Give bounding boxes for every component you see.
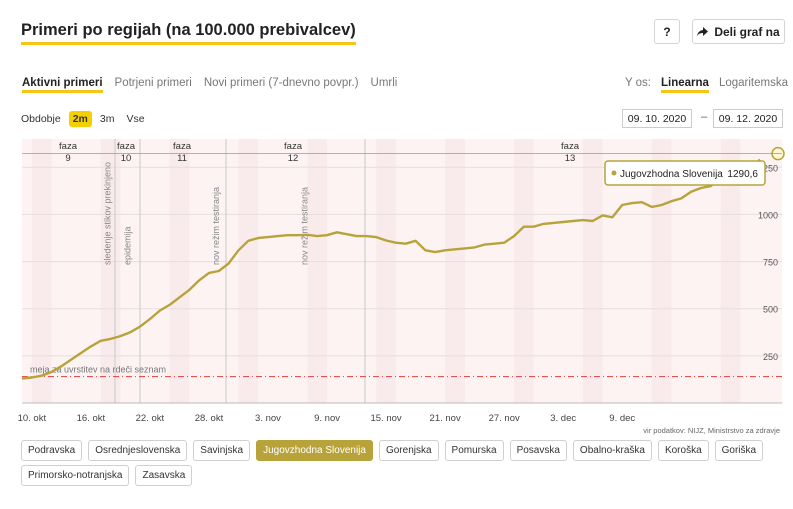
- region-button[interactable]: Pomurska: [444, 440, 504, 461]
- x-tick-label: 21. nov: [430, 413, 461, 424]
- tooltip-marker: [611, 170, 617, 176]
- x-tick-label: 9. nov: [314, 413, 340, 424]
- phase-label-top: faza: [117, 141, 136, 152]
- y-tick-label: 500: [763, 305, 778, 315]
- tooltip-label: Jugovzhodna Slovenija: [620, 169, 723, 180]
- region-button[interactable]: Osrednjeslovenska: [88, 440, 188, 461]
- threshold-label: meja za uvrstitev na rdeči seznam: [30, 365, 166, 375]
- page-title: Primeri po regijah (na 100.000 prebivalc…: [21, 21, 356, 45]
- tab-new-cases[interactable]: Novi primeri (7-dnevno povpr.): [203, 77, 359, 89]
- y-tick-label: 1250: [758, 163, 778, 173]
- date-from-input[interactable]: 09. 10. 2020: [622, 109, 692, 128]
- x-tick-label: 22. okt: [136, 413, 165, 424]
- y-tick-label: 1000: [758, 210, 778, 220]
- phase-label-top: faza: [173, 141, 192, 152]
- y-axis-label: Y os:: [625, 77, 651, 89]
- phase-label-number: 10: [121, 153, 132, 164]
- x-tick-label: 3. dec: [550, 413, 576, 424]
- phase-label-top: faza: [561, 141, 580, 152]
- line-chart: 25050075010001250faza9faza10faza11faza12…: [18, 139, 785, 435]
- period-all-button[interactable]: Vse: [126, 113, 145, 125]
- period-3m-button[interactable]: 3m: [99, 113, 115, 125]
- phase-label-number: 13: [565, 153, 576, 164]
- region-button-active[interactable]: Jugovzhodna Slovenija: [256, 440, 373, 461]
- event-label: nov režim testiranja: [211, 187, 221, 265]
- phase-label-number: 9: [65, 153, 70, 164]
- region-button[interactable]: Gorenjska: [378, 440, 439, 461]
- y-tick-label: 250: [763, 352, 778, 362]
- tooltip-value: 1290,6: [727, 169, 758, 180]
- tab-confirmed-cases[interactable]: Potrjeni primeri: [114, 77, 192, 89]
- event-label: nov režim testiranja: [300, 187, 310, 265]
- date-separator: –: [701, 111, 708, 123]
- region-button[interactable]: Podravska: [21, 440, 83, 461]
- phase-label-number: 12: [288, 153, 299, 164]
- x-tick-label: 9. dec: [609, 413, 635, 424]
- period-label: Obdobje: [21, 113, 61, 125]
- region-button[interactable]: Primorsko-notranjska: [21, 465, 130, 486]
- share-button[interactable]: Deli graf na: [692, 19, 785, 44]
- period-selector: Obdobje 2m 3m Vse: [21, 111, 149, 127]
- x-tick-label: 27. nov: [489, 413, 520, 424]
- x-tick-label: 3. nov: [255, 413, 281, 424]
- date-to-input[interactable]: 09. 12. 2020: [713, 109, 783, 128]
- region-button[interactable]: Obalno-kraška: [572, 440, 652, 461]
- phase-label-number: 11: [177, 153, 187, 164]
- region-button[interactable]: Savinjska: [193, 440, 251, 461]
- y-axis-switch: Y os: Linearna Logaritemska: [625, 77, 788, 93]
- tab-deaths[interactable]: Umrli: [370, 77, 398, 89]
- period-2m-button[interactable]: 2m: [68, 111, 92, 127]
- share-arrow-icon: [697, 26, 709, 36]
- phase-label-top: faza: [59, 141, 78, 152]
- region-filter: Podravska Osrednjeslovenska Savinjska Ju…: [21, 440, 781, 486]
- metric-tabs: Aktivni primeri Potrjeni primeri Novi pr…: [22, 77, 397, 93]
- tooltip-box: [604, 160, 766, 186]
- page-title-wrap: Primeri po regijah (na 100.000 prebivalc…: [21, 21, 356, 45]
- event-label: epidemija: [122, 226, 132, 265]
- x-tick-label: 16. okt: [77, 413, 106, 424]
- x-tick-label: 28. okt: [195, 413, 224, 424]
- region-button[interactable]: Posavska: [509, 440, 567, 461]
- x-tick-label: 15. nov: [370, 413, 401, 424]
- share-button-label: Deli graf na: [714, 24, 780, 39]
- event-label: sledenje stikov prekinjeno: [103, 162, 113, 265]
- region-button[interactable]: Goriška: [714, 440, 764, 461]
- region-button[interactable]: Koroška: [657, 440, 709, 461]
- y-axis-linear[interactable]: Linearna: [661, 77, 709, 93]
- source-label: vir podatkov: NIJZ, Ministrstvo za zdrav…: [643, 426, 780, 435]
- tab-active-cases[interactable]: Aktivni primeri: [22, 77, 103, 93]
- phase-label-top: faza: [284, 141, 303, 152]
- region-button[interactable]: Zasavska: [135, 465, 193, 486]
- help-button[interactable]: ?: [654, 19, 680, 44]
- y-axis-log[interactable]: Logaritemska: [718, 77, 788, 89]
- x-tick-label: 10. okt: [18, 413, 47, 424]
- y-tick-label: 750: [763, 258, 778, 268]
- series-line: [21, 158, 761, 380]
